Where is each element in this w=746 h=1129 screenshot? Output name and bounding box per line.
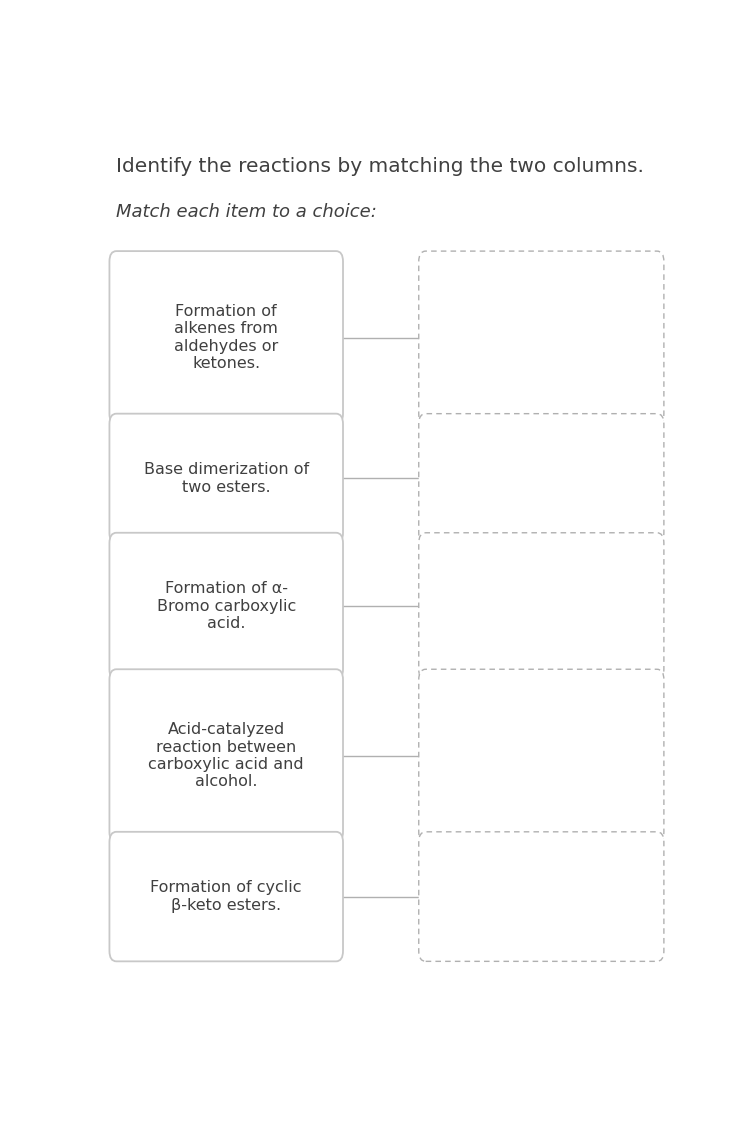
FancyBboxPatch shape [110, 413, 343, 543]
FancyBboxPatch shape [419, 533, 664, 680]
Text: Formation of
alkenes from
aldehydes or
ketones.: Formation of alkenes from aldehydes or k… [174, 304, 278, 371]
FancyBboxPatch shape [110, 533, 343, 680]
Text: Formation of cyclic
β-keto esters.: Formation of cyclic β-keto esters. [151, 881, 302, 912]
FancyBboxPatch shape [110, 669, 343, 842]
Text: Base dimerization of
two esters.: Base dimerization of two esters. [144, 462, 309, 495]
FancyBboxPatch shape [110, 832, 343, 962]
FancyBboxPatch shape [110, 251, 343, 425]
Text: Identify the reactions by matching the two columns.: Identify the reactions by matching the t… [116, 157, 645, 176]
Text: Formation of α-
Bromo carboxylic
acid.: Formation of α- Bromo carboxylic acid. [157, 581, 296, 631]
FancyBboxPatch shape [419, 251, 664, 425]
FancyBboxPatch shape [419, 832, 664, 962]
FancyBboxPatch shape [419, 669, 664, 842]
Text: Acid-catalyzed
reaction between
carboxylic acid and
alcohol.: Acid-catalyzed reaction between carboxyl… [148, 723, 304, 789]
Text: Match each item to a choice:: Match each item to a choice: [116, 203, 377, 221]
FancyBboxPatch shape [419, 413, 664, 543]
